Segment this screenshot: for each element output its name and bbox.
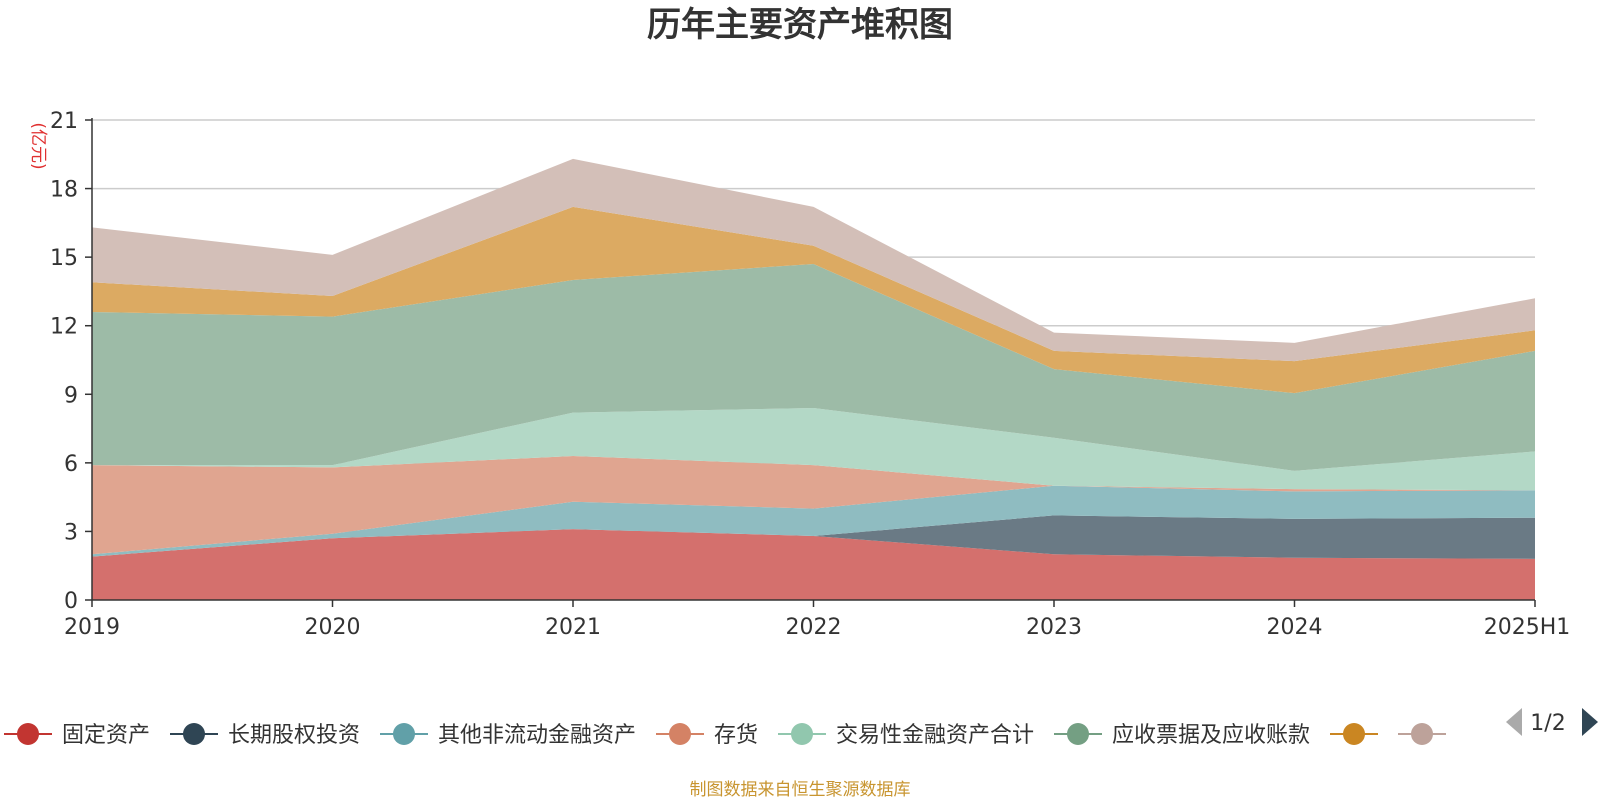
- legend-marker-icon: [183, 723, 205, 745]
- y-unit-label: (亿元): [28, 122, 48, 169]
- legend-item-2[interactable]: 其他非流动金融资产: [380, 723, 636, 748]
- legend-label: 长期股权投资: [228, 723, 360, 748]
- y-tick-label: 18: [50, 178, 78, 203]
- area-series[interactable]: [92, 158, 1535, 600]
- legend-label: 应收票据及应收账款: [1112, 723, 1310, 748]
- area-series-5[interactable]: [92, 264, 1535, 471]
- x-tick-label: 2021: [545, 615, 601, 640]
- x-tick-label: 2025H1: [1484, 615, 1571, 640]
- legend-marker-icon: [1067, 723, 1089, 745]
- legend-item-3[interactable]: 存货: [656, 723, 758, 748]
- legend-item-5[interactable]: 应收票据及应收账款: [1054, 723, 1310, 748]
- x-tick-label: 2019: [64, 615, 120, 640]
- legend-label: 其他非流动金融资产: [438, 723, 636, 748]
- area-series-3[interactable]: [92, 456, 1535, 555]
- legend-item-6[interactable]: [1330, 723, 1378, 745]
- area-series-4[interactable]: [92, 408, 1535, 491]
- legend-marker-icon: [393, 723, 415, 745]
- legend-marker-icon: [1411, 723, 1433, 745]
- axes: 0 3 6 9 12 15 18 21 2019 2020 2021 2022 2023 2024 2025…: [50, 109, 1570, 640]
- x-tick-label: 2022: [786, 615, 842, 640]
- area-series-1[interactable]: [92, 515, 1535, 559]
- legend-item-4[interactable]: 交易性金融资产合计: [778, 723, 1034, 748]
- legend-marker-icon: [669, 723, 691, 745]
- legend-label: 存货: [714, 723, 758, 748]
- legend-label: 交易性金融资产合计: [836, 723, 1034, 748]
- y-tick-label: 6: [64, 452, 78, 477]
- y-tick-label: 0: [64, 589, 78, 614]
- y-tick-label: 3: [64, 520, 78, 545]
- y-tick-label: 15: [50, 246, 78, 271]
- x-tick-label: 2023: [1026, 615, 1082, 640]
- legend-marker-icon: [791, 723, 813, 745]
- area-series-2[interactable]: [92, 485, 1535, 557]
- chart-title: 历年主要资产堆积图: [647, 5, 953, 45]
- y-tick-label: 12: [50, 315, 78, 340]
- legend-item-1[interactable]: 长期股权投资: [170, 723, 360, 748]
- area-series-6[interactable]: [92, 206, 1535, 394]
- x-tick-label: 2020: [305, 615, 361, 640]
- y-tick-label: 21: [50, 109, 78, 134]
- legend-pager[interactable]: 1/2: [1506, 708, 1598, 736]
- data-source-note: 制图数据来自恒生聚源数据库: [690, 780, 911, 800]
- legend-page-indicator: 1/2: [1530, 711, 1565, 736]
- legend[interactable]: 固定资产 长期股权投资 其他非流动金融资产 存货 交易性金融资产合计 应收票据及应收账款: [4, 723, 1446, 748]
- legend-marker-icon: [1343, 723, 1365, 745]
- legend-marker-icon: [17, 723, 39, 745]
- y-tick-label: 9: [64, 383, 78, 408]
- prev-page-icon[interactable]: [1506, 708, 1522, 736]
- legend-label: 固定资产: [62, 723, 150, 748]
- legend-item-7[interactable]: [1398, 723, 1446, 745]
- x-tick-label: 2024: [1267, 615, 1323, 640]
- area-series-7[interactable]: [92, 158, 1535, 362]
- next-page-icon[interactable]: [1582, 708, 1598, 736]
- legend-item-0[interactable]: 固定资产: [4, 723, 150, 748]
- area-series-0[interactable]: [92, 529, 1535, 600]
